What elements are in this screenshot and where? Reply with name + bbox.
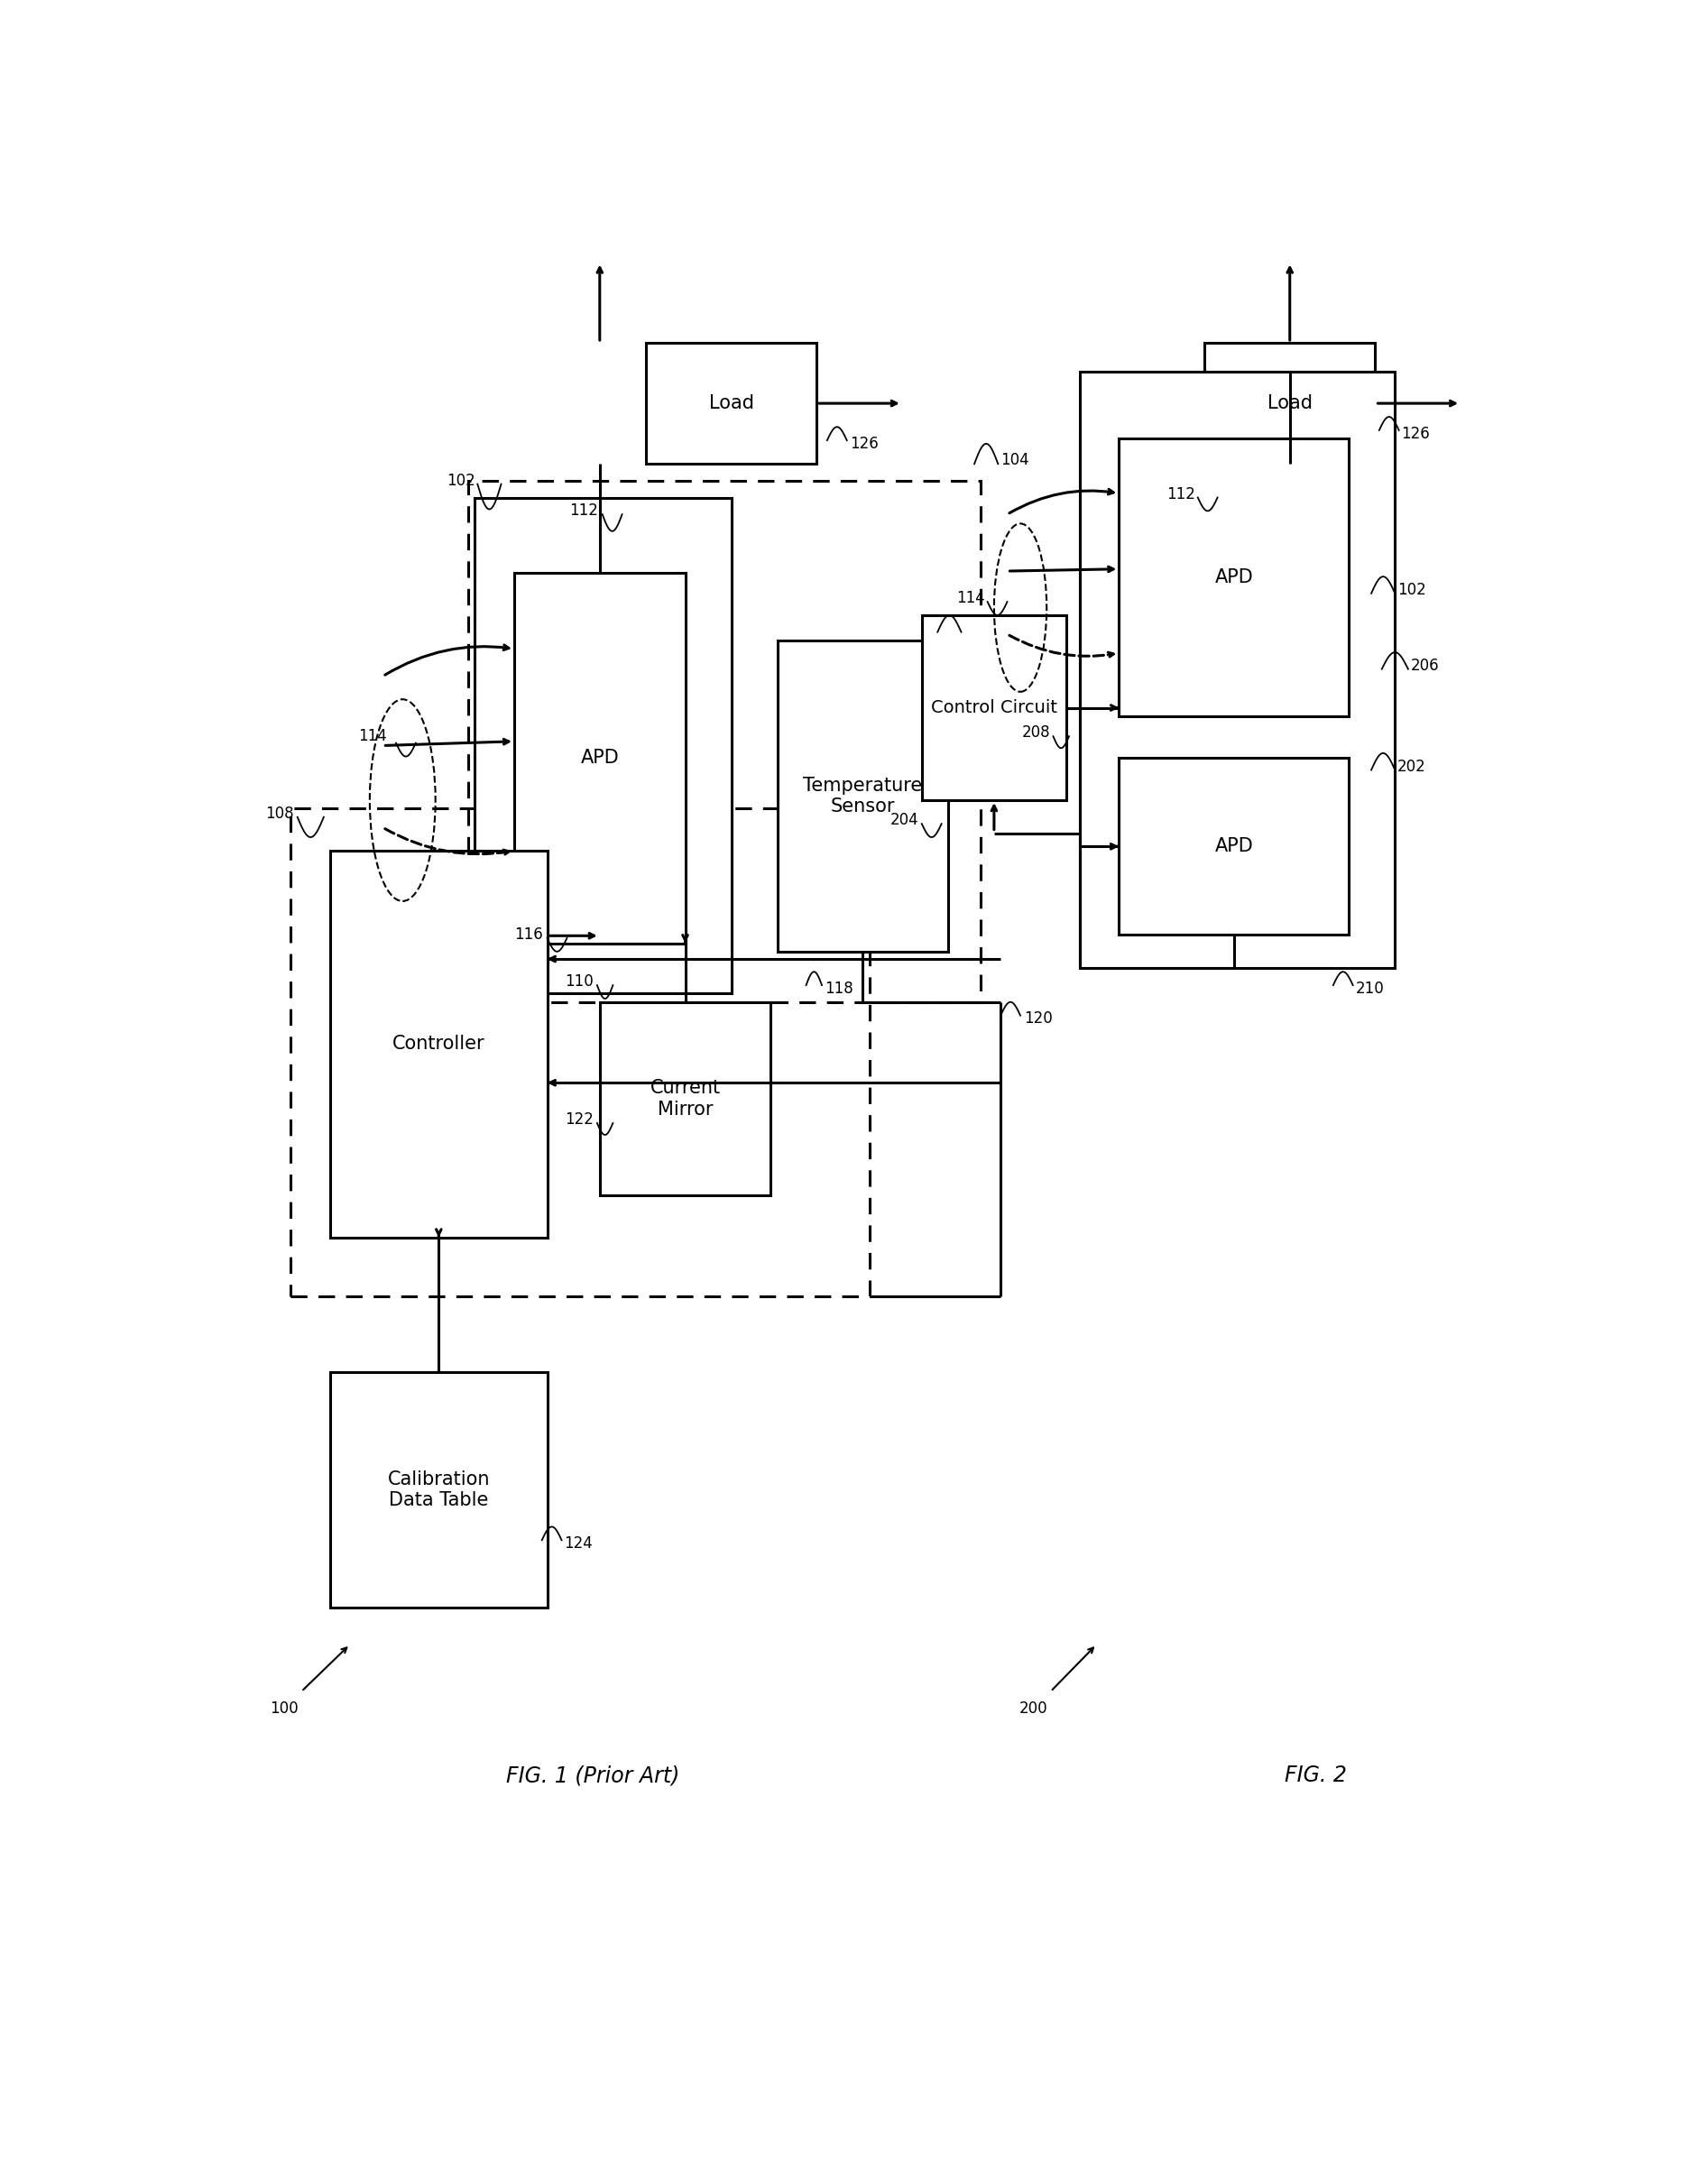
Text: 202: 202 <box>1398 758 1426 775</box>
Text: 208: 208 <box>1023 725 1050 740</box>
Text: 106: 106 <box>963 620 992 638</box>
Text: FIG. 1 (Prior Art): FIG. 1 (Prior Art) <box>507 1765 680 1787</box>
Text: 118: 118 <box>824 981 853 996</box>
Text: 104: 104 <box>1001 452 1029 470</box>
Bar <box>646 343 817 463</box>
Text: 116: 116 <box>514 926 543 943</box>
Bar <box>514 572 685 943</box>
Text: 126: 126 <box>850 435 879 452</box>
Text: 110: 110 <box>565 974 594 989</box>
Bar <box>600 1002 770 1195</box>
Text: FIG. 2: FIG. 2 <box>1286 1765 1347 1787</box>
Text: Load: Load <box>1267 395 1313 413</box>
Text: Current
Mirror: Current Mirror <box>650 1079 721 1118</box>
Text: 112: 112 <box>570 502 599 520</box>
Text: APD: APD <box>1214 836 1253 856</box>
Text: 102: 102 <box>446 472 475 489</box>
Bar <box>777 640 948 952</box>
Bar <box>475 498 731 994</box>
Text: 126: 126 <box>1401 426 1430 441</box>
Text: 124: 124 <box>565 1535 594 1551</box>
Text: 114: 114 <box>957 590 985 607</box>
Text: 204: 204 <box>890 812 919 828</box>
Text: 122: 122 <box>565 1112 594 1127</box>
Text: 114: 114 <box>358 727 387 745</box>
Bar <box>292 808 868 1297</box>
Bar <box>1119 439 1348 716</box>
Text: APD: APD <box>1214 568 1253 587</box>
Bar <box>923 616 1067 799</box>
Text: 210: 210 <box>1355 981 1384 996</box>
Text: Calibration
Data Table: Calibration Data Table <box>388 1470 490 1509</box>
Bar <box>468 480 980 1002</box>
Bar <box>1079 371 1394 968</box>
Text: Temperature
Sensor: Temperature Sensor <box>802 778 923 815</box>
Text: Load: Load <box>709 395 753 413</box>
Text: APD: APD <box>580 749 619 767</box>
Bar <box>331 1372 548 1607</box>
Text: Controller: Controller <box>392 1035 485 1053</box>
Text: 108: 108 <box>265 806 293 821</box>
Text: 102: 102 <box>1398 581 1426 598</box>
Bar <box>1119 758 1348 935</box>
Text: 100: 100 <box>270 1699 298 1717</box>
Text: 206: 206 <box>1411 657 1440 675</box>
Text: Control Circuit: Control Circuit <box>931 699 1057 716</box>
Bar <box>331 850 548 1238</box>
Text: 200: 200 <box>1019 1699 1048 1717</box>
Bar <box>1204 343 1375 463</box>
Text: 112: 112 <box>1167 487 1196 502</box>
Text: 120: 120 <box>1024 1011 1053 1026</box>
